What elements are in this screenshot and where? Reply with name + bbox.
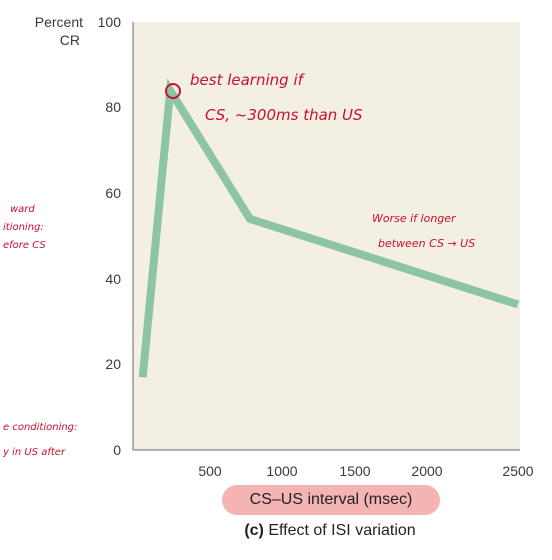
annotation-top-line2: CS, ~300ms than US [205,106,363,124]
y-tick-label-0: 0 [113,442,121,458]
y-tick-label-60: 60 [105,185,121,201]
peak-circle-annotation [165,83,181,99]
annotation-bottom-line1: e conditioning: [3,422,77,433]
annotation-top-line1: best learning if [190,71,306,89]
y-tick-label-80: 80 [105,99,121,115]
annotation-bottom-line2: y in US after [2,447,66,458]
annotation-left-line3: efore CS [3,240,46,251]
annotation-left-line1: ward [10,204,35,215]
x-axis-label: CS–US interval (msec) [222,485,440,515]
y-tick-label-100: 100 [98,14,122,30]
x-tick-label-1500: 1500 [339,463,370,479]
figure-caption: (c) Effect of ISI variation [180,522,480,540]
y-tick-label-40: 40 [105,271,121,287]
x-tick-label-1000: 1000 [266,463,297,479]
x-tick-label-2000: 2000 [411,463,442,479]
y-tick-label-20: 20 [105,356,121,372]
caption-text: Effect of ISI variation [268,522,416,539]
annotation-left-line2: itioning: [3,222,44,233]
plot-area [133,22,520,450]
annotation-right-line1: Worse if longer [372,212,457,225]
series-line [138,78,520,378]
annotation-right-line2: between CS → US [378,237,475,250]
y-axis-label-line1: Percent [35,14,83,30]
y-axis-label-line2: CR [60,32,80,48]
x-tick-label-500: 500 [198,463,222,479]
caption-label: (c) [244,522,264,539]
x-tick-label-2500: 2500 [502,463,533,479]
